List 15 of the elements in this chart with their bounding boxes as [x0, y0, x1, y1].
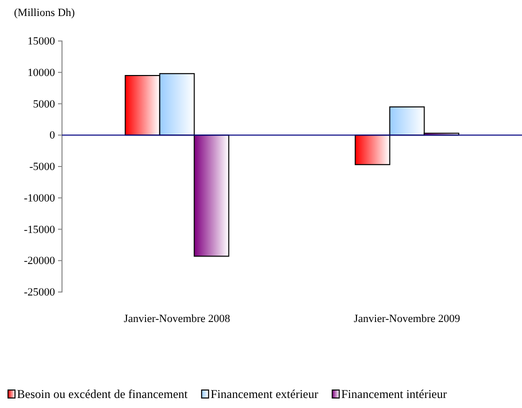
legend-label: Financement intérieur: [341, 387, 447, 401]
x-tick-label: Janvier-Novembre 2009: [354, 313, 461, 325]
legend-label: Besoin ou excédent de financement: [17, 387, 188, 401]
y-axis-title: (Millions Dh): [14, 7, 76, 19]
y-tick-label: 15000: [28, 36, 56, 48]
y-tick-label: 10000: [28, 66, 56, 79]
x-tick-label: Janvier-Novembre 2008: [124, 313, 231, 325]
y-tick-label: -20000: [24, 255, 56, 268]
y-tick-label: 5000: [33, 98, 56, 110]
y-tick-label: -10000: [24, 192, 56, 204]
y-tick-label: -15000: [24, 224, 56, 236]
y-tick-label: -5000: [29, 161, 56, 174]
legend-label: Financement extérieur: [210, 387, 318, 401]
y-tick-label: 0: [50, 130, 56, 142]
y-tick-label: -25000: [24, 286, 56, 299]
